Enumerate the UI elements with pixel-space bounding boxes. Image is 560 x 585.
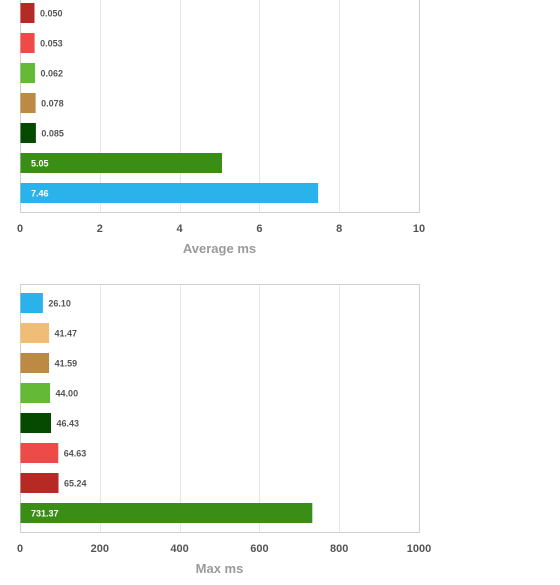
- bar-value-label: 731.37: [31, 509, 59, 519]
- x-tick-label: 600: [250, 543, 268, 555]
- bar: [20, 93, 36, 113]
- x-tick-label: 2: [97, 223, 103, 235]
- x-axis-title: Average ms: [183, 241, 256, 256]
- bar-value-label: 0.053: [40, 39, 63, 49]
- plot-frame: [20, 284, 420, 533]
- bar: [20, 413, 52, 433]
- bar-value-label: 0.062: [40, 69, 63, 79]
- bar-value-label: 41.59: [55, 359, 78, 369]
- bar: [20, 353, 50, 373]
- x-tick-label: 800: [330, 543, 348, 555]
- x-tick-label: 1000: [407, 543, 431, 555]
- bar-value-label: 46.43: [57, 419, 80, 429]
- bar-value-label: 0.050: [40, 9, 63, 19]
- x-axis-title: Max ms: [196, 561, 244, 576]
- chart-2: 0 200 400 600 800 1000 Max ms 26.10 41.47 41.59 44…: [17, 284, 431, 576]
- bar: [20, 383, 51, 403]
- bar: [20, 473, 59, 493]
- bar: [20, 503, 313, 523]
- x-tick-label: 400: [170, 543, 188, 555]
- x-tick-label: 6: [256, 223, 262, 235]
- x-tick-label: 8: [336, 223, 342, 235]
- bar-value-label: 41.47: [55, 329, 78, 339]
- plot-frame: [20, 0, 420, 213]
- bar: [20, 153, 222, 173]
- x-tick-label: 200: [91, 543, 109, 555]
- bar: [20, 443, 59, 463]
- bar: [20, 63, 35, 83]
- bar-value-label: 0.085: [41, 129, 64, 139]
- bar: [20, 33, 35, 53]
- chart-1: 0 2 4 6 8 10 Average ms 0.050 0.053 0.062 0.078 0.0…: [17, 0, 425, 256]
- bar: [20, 293, 43, 313]
- bar: [20, 323, 50, 343]
- bar-value-label: 5.05: [31, 159, 49, 169]
- x-tick-label: 0: [17, 223, 23, 235]
- bar-value-label: 7.46: [31, 189, 49, 199]
- bar: [20, 3, 35, 23]
- bar-value-label: 64.63: [64, 449, 87, 459]
- bar-value-label: 44.00: [56, 389, 79, 399]
- bar-value-label: 0.078: [41, 99, 64, 109]
- bar: [20, 183, 319, 203]
- bar-value-label: 65.24: [64, 479, 87, 489]
- x-tick-label: 10: [413, 223, 425, 235]
- x-tick-label: 4: [177, 223, 184, 235]
- bar-value-label: 26.10: [48, 299, 71, 309]
- x-tick-label: 0: [17, 543, 23, 555]
- bar: [20, 123, 36, 143]
